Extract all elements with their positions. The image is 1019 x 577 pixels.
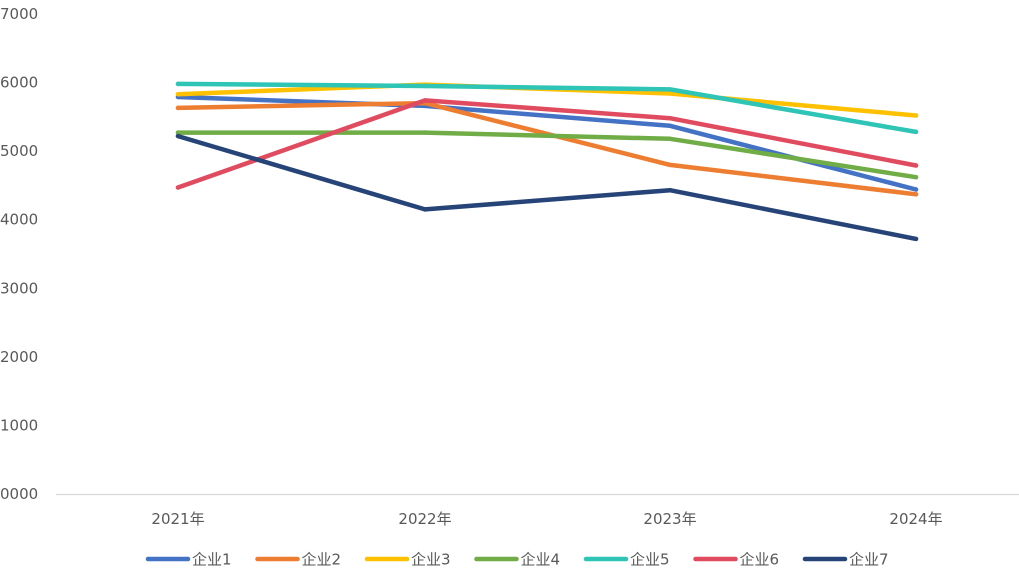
data-point [667,87,673,92]
data-point [175,92,181,97]
y-tick-label: 5000 [0,142,38,160]
legend-label: 企业5 [630,551,670,569]
legend-item-2[interactable]: 企业2 [255,551,342,569]
data-point [913,163,919,168]
y-tick-label: 4000 [0,211,38,229]
series-line-7 [175,133,919,242]
legend-label: 企业3 [411,551,451,569]
legend-item-3[interactable]: 企业3 [364,551,451,569]
legend-item-1[interactable]: 企业1 [145,551,232,569]
data-point [175,130,181,135]
series-line-5 [175,81,919,135]
y-tick-label: 3000 [0,279,38,297]
data-point [175,185,181,190]
y-tick-label: 2000 [0,348,38,366]
legend-label: 企业6 [740,551,780,569]
x-tick-label: 2022年 [398,510,451,528]
data-point [667,91,673,96]
legend-item-6[interactable]: 企业6 [693,551,780,569]
legend-item-5[interactable]: 企业5 [583,551,670,569]
data-point [667,162,673,168]
data-point [422,130,428,135]
x-tick-label: 2024年 [889,510,942,528]
y-axis-tick-labels: 0000 1000 2000 3000 4000 5000 6000 7000 [0,5,38,503]
data-point [175,105,181,111]
data-point [175,81,181,87]
legend-label: 企业7 [849,551,889,569]
data-point [913,192,919,197]
y-tick-label: 1000 [0,416,38,434]
data-point [175,133,181,139]
data-point [913,113,919,118]
data-point [913,129,919,135]
series-lines [175,81,919,242]
data-point [667,116,673,121]
data-point [667,123,673,128]
data-point [422,83,428,89]
data-point [913,175,919,180]
y-tick-label: 0000 [0,485,38,503]
x-tick-label: 2023年 [643,510,696,528]
legend-label: 企业4 [521,551,561,569]
legend-label: 企业1 [192,551,232,569]
legend-item-4[interactable]: 企业4 [474,551,561,569]
legend-item-7[interactable]: 企业7 [802,551,889,569]
data-point [667,136,673,141]
legend: 企业1 企业2 企业3 企业4 企业5 企业6 企业7 [145,551,889,569]
data-point [422,207,428,212]
data-point [422,98,428,103]
data-point [913,236,919,242]
y-tick-label: 6000 [0,74,38,92]
data-point [913,187,919,192]
series-line-6 [175,98,919,190]
x-axis-tick-labels: 2021年 2022年 2023年 2024年 [151,510,942,528]
series-line-4 [175,130,919,180]
legend-label: 企业2 [302,551,342,569]
x-tick-label: 2021年 [151,510,204,528]
data-point [667,188,673,193]
y-tick-label: 7000 [0,5,38,23]
